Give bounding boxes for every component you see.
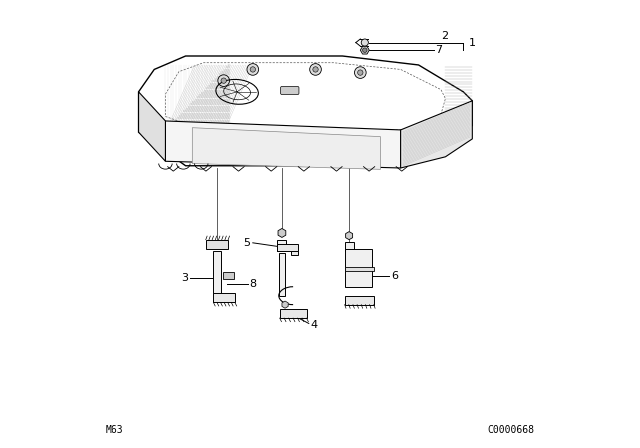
Text: 3: 3 (181, 273, 188, 283)
Text: 6: 6 (391, 271, 398, 280)
Circle shape (218, 75, 230, 86)
Polygon shape (138, 56, 472, 166)
Polygon shape (138, 92, 165, 161)
Polygon shape (277, 244, 298, 251)
Circle shape (355, 67, 366, 78)
Polygon shape (277, 240, 287, 251)
Polygon shape (213, 251, 221, 293)
Circle shape (310, 64, 321, 75)
Text: 2: 2 (441, 31, 448, 41)
Circle shape (221, 78, 227, 83)
Polygon shape (165, 121, 401, 168)
Polygon shape (344, 242, 353, 251)
Polygon shape (192, 128, 380, 169)
Polygon shape (280, 309, 307, 318)
Circle shape (361, 39, 369, 46)
Circle shape (313, 67, 318, 72)
Text: C0000668: C0000668 (487, 425, 534, 435)
Text: 5: 5 (244, 238, 250, 248)
Polygon shape (223, 272, 234, 279)
Circle shape (358, 70, 363, 75)
Polygon shape (279, 253, 285, 296)
Circle shape (362, 48, 367, 52)
Text: 1: 1 (469, 38, 476, 47)
Text: 7: 7 (436, 45, 443, 55)
Circle shape (250, 67, 255, 72)
Polygon shape (291, 251, 298, 255)
Text: 4: 4 (310, 320, 317, 330)
Polygon shape (401, 101, 472, 168)
Polygon shape (344, 249, 371, 287)
Text: M63: M63 (106, 425, 124, 435)
FancyBboxPatch shape (280, 86, 299, 95)
Polygon shape (344, 267, 374, 271)
Text: 8: 8 (250, 280, 257, 289)
Polygon shape (206, 240, 228, 249)
Polygon shape (213, 293, 235, 302)
Circle shape (247, 64, 259, 75)
Polygon shape (344, 296, 374, 305)
